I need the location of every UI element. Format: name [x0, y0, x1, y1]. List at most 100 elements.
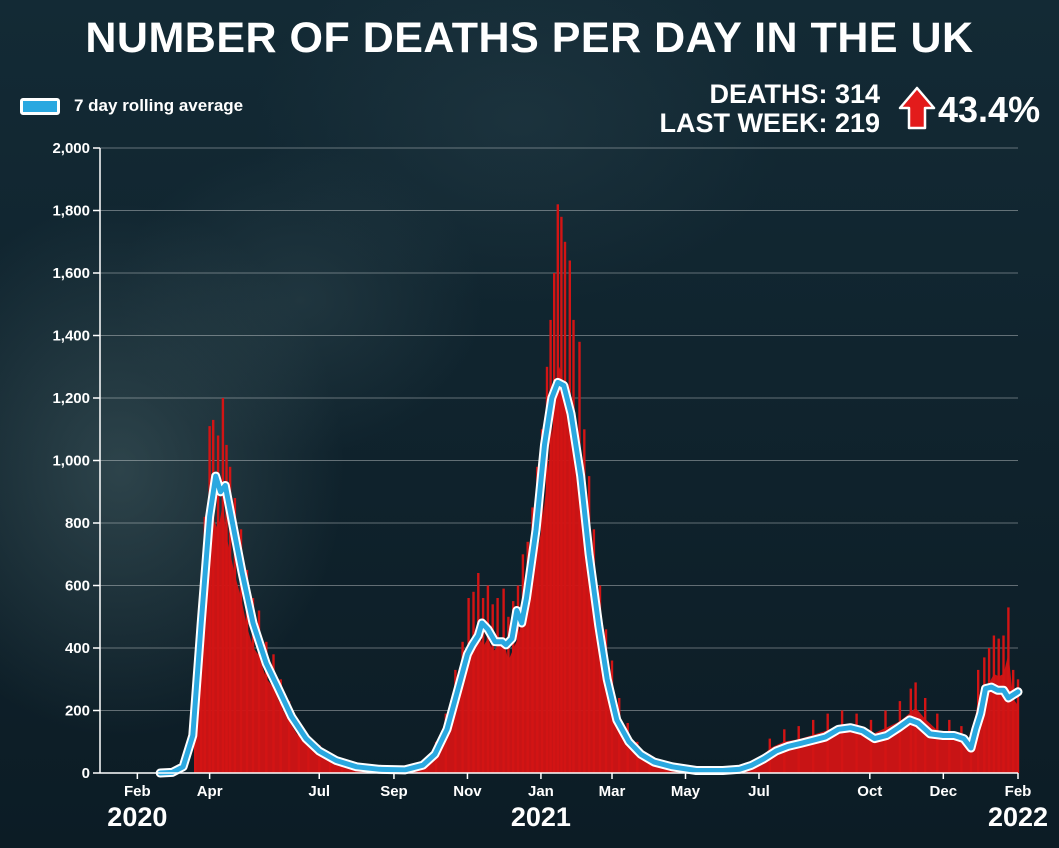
- x-tick-label: Dec: [930, 783, 958, 800]
- bar: [461, 641, 464, 774]
- bar: [444, 713, 447, 773]
- bar: [481, 598, 485, 773]
- up-arrow-icon: [898, 86, 936, 130]
- bar: [969, 732, 973, 773]
- y-tick-label: 800: [65, 515, 90, 532]
- bar: [216, 435, 220, 773]
- bar: [203, 516, 206, 774]
- y-tick-label: 200: [65, 703, 90, 720]
- bar: [556, 204, 559, 774]
- x-tick-label: Feb: [1005, 783, 1032, 800]
- bar: [549, 319, 552, 773]
- bar: [272, 654, 275, 774]
- bar: [583, 429, 586, 774]
- year-label: 2020: [107, 802, 167, 832]
- year-label: 2021: [511, 802, 571, 832]
- bar: [297, 723, 300, 773]
- bar: [1016, 679, 1020, 774]
- x-tick-label: May: [671, 783, 701, 800]
- bar: [233, 498, 237, 773]
- x-tick-label: Jan: [528, 783, 554, 800]
- bar: [245, 569, 249, 773]
- x-tick-label: Oct: [857, 783, 882, 800]
- x-tick-label: Apr: [197, 783, 223, 800]
- bar: [598, 585, 602, 773]
- bar: [194, 716, 197, 774]
- bar: [502, 588, 505, 773]
- bar: [212, 419, 215, 773]
- bar: [909, 688, 912, 773]
- percent-change: 43.4%: [938, 89, 1041, 130]
- bar: [1002, 635, 1005, 773]
- bar: [936, 713, 939, 773]
- bar: [826, 713, 829, 773]
- bar: [507, 616, 510, 774]
- bar: [526, 541, 529, 774]
- bar: [516, 585, 520, 773]
- bar: [521, 554, 525, 774]
- rolling-average-line: [157, 379, 1021, 776]
- bar: [472, 591, 475, 774]
- bar: [540, 429, 544, 774]
- x-tick-label: Jul: [748, 783, 770, 800]
- stats-panel: DEATHS: 314 LAST WEEK: 219: [630, 80, 880, 138]
- y-tick-label: 1,600: [52, 265, 90, 282]
- bar: [812, 719, 815, 773]
- bar: [568, 260, 571, 773]
- bar: [491, 604, 494, 774]
- bar: [239, 529, 243, 774]
- bar: [578, 341, 581, 773]
- bar: [318, 744, 321, 773]
- y-tick-label: 1,800: [52, 203, 90, 220]
- chart-title: NUMBER OF DEATHS PER DAY IN THE UK: [85, 14, 974, 62]
- y-tick-label: 0: [82, 765, 90, 782]
- bar: [636, 741, 639, 774]
- bar: [553, 273, 556, 773]
- bar: [948, 719, 951, 773]
- bar: [869, 719, 873, 773]
- bar: [840, 710, 844, 773]
- bar: [477, 573, 480, 773]
- bar: [592, 529, 596, 774]
- bar: [992, 635, 996, 773]
- bar: [987, 648, 991, 773]
- bar: [997, 638, 1000, 773]
- bar: [486, 585, 490, 773]
- bar: [618, 698, 621, 773]
- bar: [328, 754, 332, 774]
- y-tick-label: 1,400: [52, 328, 90, 345]
- bar: [454, 669, 457, 773]
- bar: [797, 726, 800, 773]
- bar: [257, 610, 261, 773]
- bar: [536, 466, 539, 774]
- bar: [960, 726, 963, 773]
- x-tick-label: Feb: [124, 783, 151, 800]
- bar: [545, 366, 549, 774]
- bar: [496, 598, 499, 773]
- bar: [898, 701, 902, 773]
- bar: [208, 426, 211, 773]
- x-tick-label: Mar: [599, 783, 626, 800]
- legend: 7 day rolling average: [20, 96, 243, 116]
- bar: [587, 476, 591, 773]
- bar: [884, 710, 887, 773]
- bar: [531, 507, 534, 773]
- bar: [1012, 669, 1015, 773]
- y-tick-label: 1,000: [52, 453, 90, 470]
- y-tick-label: 1,200: [52, 390, 90, 407]
- bar: [287, 701, 291, 773]
- bar: [307, 735, 310, 773]
- bar: [560, 216, 563, 774]
- bar: [914, 682, 917, 773]
- y-tick-label: 400: [65, 640, 90, 657]
- bar: [221, 398, 225, 773]
- y-tick-label: 2,000: [52, 140, 90, 157]
- bar: [279, 679, 282, 774]
- year-label: 2022: [988, 802, 1048, 832]
- x-tick-label: Nov: [453, 783, 482, 800]
- bar: [228, 466, 232, 774]
- bar: [200, 598, 203, 773]
- legend-label: 7 day rolling average: [74, 96, 244, 115]
